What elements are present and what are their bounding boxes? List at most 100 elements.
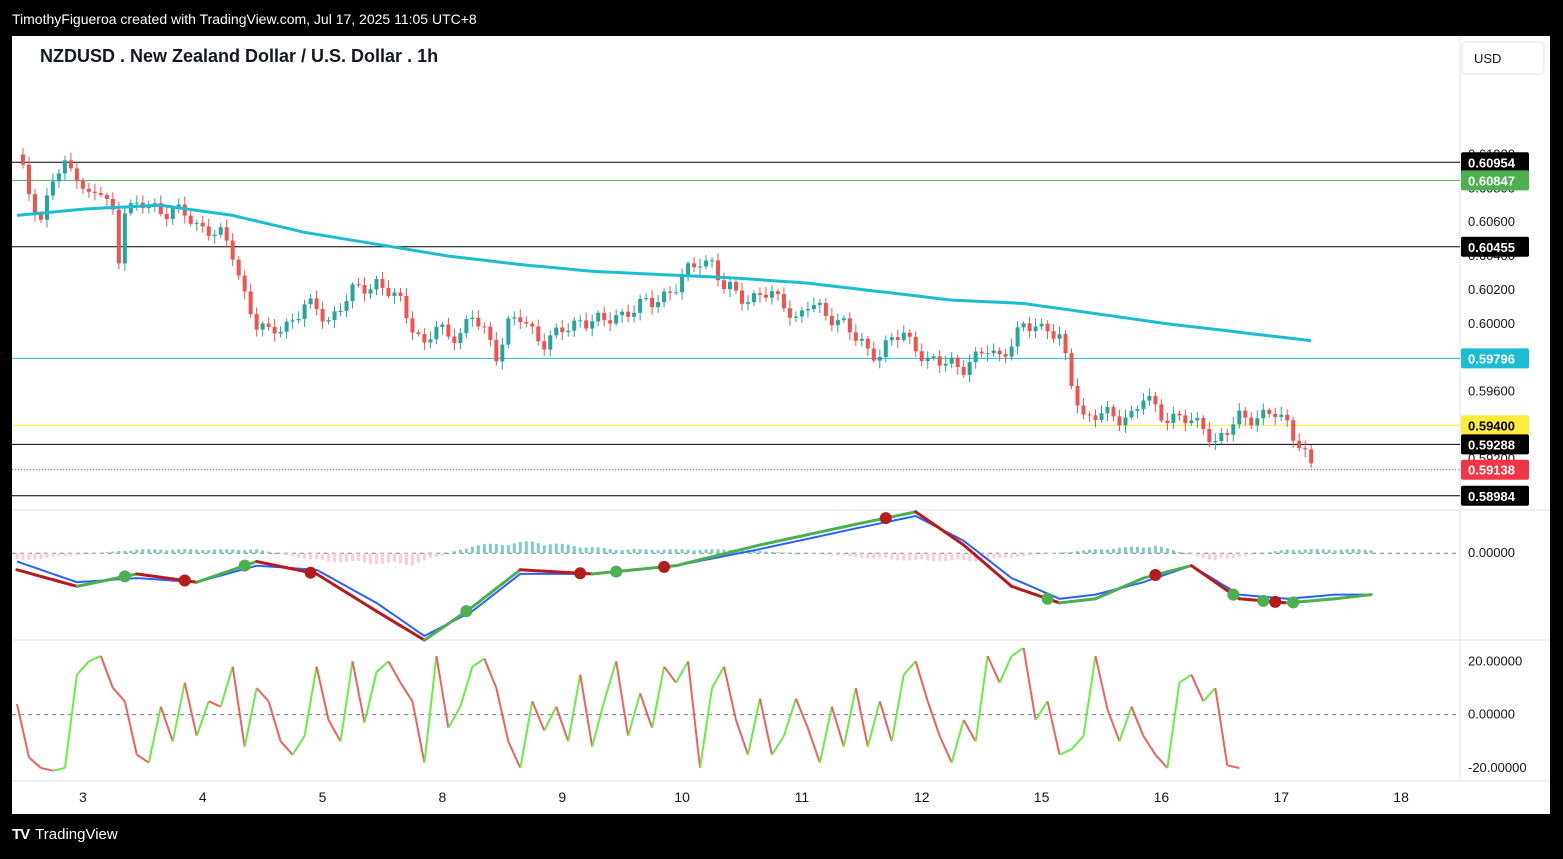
candle-body[interactable] (62, 160, 67, 174)
candle-body[interactable] (338, 311, 343, 313)
candle-body[interactable] (835, 320, 840, 326)
candle-body[interactable] (494, 339, 499, 362)
macd-cross-down-marker[interactable] (304, 566, 317, 579)
candle-body[interactable] (320, 309, 325, 322)
candle-body[interactable] (482, 326, 487, 328)
candle-body[interactable] (745, 302, 750, 304)
candle-body[interactable] (1015, 327, 1020, 347)
candle-body[interactable] (272, 326, 277, 334)
candle-body[interactable] (80, 180, 85, 189)
candle-body[interactable] (104, 194, 109, 199)
candle-body[interactable] (98, 193, 103, 195)
candle-body[interactable] (566, 330, 571, 333)
candle-body[interactable] (1207, 428, 1212, 443)
candle-body[interactable] (1075, 386, 1080, 406)
macd-cross-up-marker[interactable] (238, 559, 251, 572)
candle-body[interactable] (817, 302, 822, 306)
candle-body[interactable] (506, 318, 511, 345)
candle-body[interactable] (1027, 323, 1032, 332)
candle-body[interactable] (410, 318, 415, 333)
candle-body[interactable] (578, 320, 583, 322)
candle-body[interactable] (1123, 417, 1128, 426)
candle-body[interactable] (943, 363, 948, 366)
candle-body[interactable] (1297, 440, 1302, 449)
candle-body[interactable] (548, 335, 553, 350)
candle-body[interactable] (626, 311, 631, 317)
candle-body[interactable] (710, 260, 715, 262)
candle-body[interactable] (811, 305, 816, 310)
candle-body[interactable] (716, 260, 721, 281)
candle-body[interactable] (398, 292, 403, 296)
candle-body[interactable] (470, 317, 475, 320)
candle-body[interactable] (206, 226, 211, 236)
candle-body[interactable] (50, 181, 55, 196)
candle-body[interactable] (1189, 420, 1194, 424)
candle-body[interactable] (356, 284, 361, 286)
candle-body[interactable] (1045, 323, 1050, 332)
candle-body[interactable] (554, 327, 559, 336)
candle-body[interactable] (955, 357, 960, 367)
candle-body[interactable] (212, 234, 217, 236)
candle-body[interactable] (877, 356, 882, 361)
candle-body[interactable] (278, 331, 283, 334)
candle-body[interactable] (883, 340, 888, 357)
candle-body[interactable] (1273, 413, 1278, 417)
candle-body[interactable] (260, 323, 265, 330)
candle-body[interactable] (859, 338, 864, 341)
candle-body[interactable] (128, 203, 133, 214)
candle-body[interactable] (1153, 395, 1158, 405)
candle-body[interactable] (1279, 414, 1284, 417)
candle-body[interactable] (1261, 409, 1266, 419)
candle-body[interactable] (632, 312, 637, 317)
candle-body[interactable] (1099, 413, 1104, 420)
candle-body[interactable] (1051, 331, 1056, 339)
candle-body[interactable] (674, 292, 679, 294)
candle-body[interactable] (74, 168, 79, 181)
candle-body[interactable] (1117, 416, 1122, 426)
footer-brand[interactable]: TV TradingView (12, 826, 118, 843)
macd-cross-down-marker[interactable] (1269, 595, 1282, 608)
candle-body[interactable] (1057, 334, 1062, 339)
time-axis[interactable]: 3 4 5 8 9 10 11 12 15 16 17 18 (79, 789, 1409, 805)
candle-body[interactable] (290, 320, 295, 322)
candle-body[interactable] (584, 320, 589, 329)
candle-body[interactable] (176, 204, 181, 209)
candle-body[interactable] (464, 319, 469, 334)
candle-body[interactable] (692, 263, 697, 268)
candle-body[interactable] (1291, 420, 1296, 441)
candle-body[interactable] (1255, 418, 1260, 426)
candle-body[interactable] (907, 332, 912, 337)
candle-body[interactable] (236, 259, 241, 276)
candle-body[interactable] (518, 317, 523, 323)
candle-body[interactable] (1249, 417, 1254, 426)
candle-body[interactable] (476, 317, 481, 327)
candle-body[interactable] (344, 301, 349, 312)
candle-body[interactable] (536, 326, 541, 342)
candle-body[interactable] (686, 263, 691, 276)
candle-body[interactable] (925, 357, 930, 361)
candle-body[interactable] (1159, 404, 1164, 421)
candle-body[interactable] (296, 319, 301, 321)
candle-body[interactable] (386, 287, 391, 297)
candle-body[interactable] (961, 366, 966, 375)
candle-body[interactable] (913, 336, 918, 352)
candle-body[interactable] (374, 279, 379, 290)
candle-body[interactable] (314, 298, 319, 310)
macd-cross-up-marker[interactable] (118, 570, 131, 583)
candle-body[interactable] (1171, 413, 1176, 424)
candle-body[interactable] (1033, 326, 1038, 332)
candle-body[interactable] (787, 308, 792, 318)
candle-body[interactable] (985, 353, 990, 355)
candle-body[interactable] (308, 298, 313, 305)
oscillator-pane[interactable] (12, 647, 1460, 772)
chart-svg[interactable]: 0.610000.608000.606000.604000.602000.600… (12, 36, 1550, 814)
candle-body[interactable] (86, 188, 91, 192)
macd-cross-down-marker[interactable] (574, 567, 587, 580)
candle-body[interactable] (853, 332, 858, 341)
candle-body[interactable] (1141, 400, 1146, 410)
candle-body[interactable] (1195, 418, 1200, 421)
candle-body[interactable] (404, 295, 409, 319)
candle-body[interactable] (638, 298, 643, 313)
candle-body[interactable] (416, 332, 421, 334)
candle-body[interactable] (524, 322, 529, 324)
